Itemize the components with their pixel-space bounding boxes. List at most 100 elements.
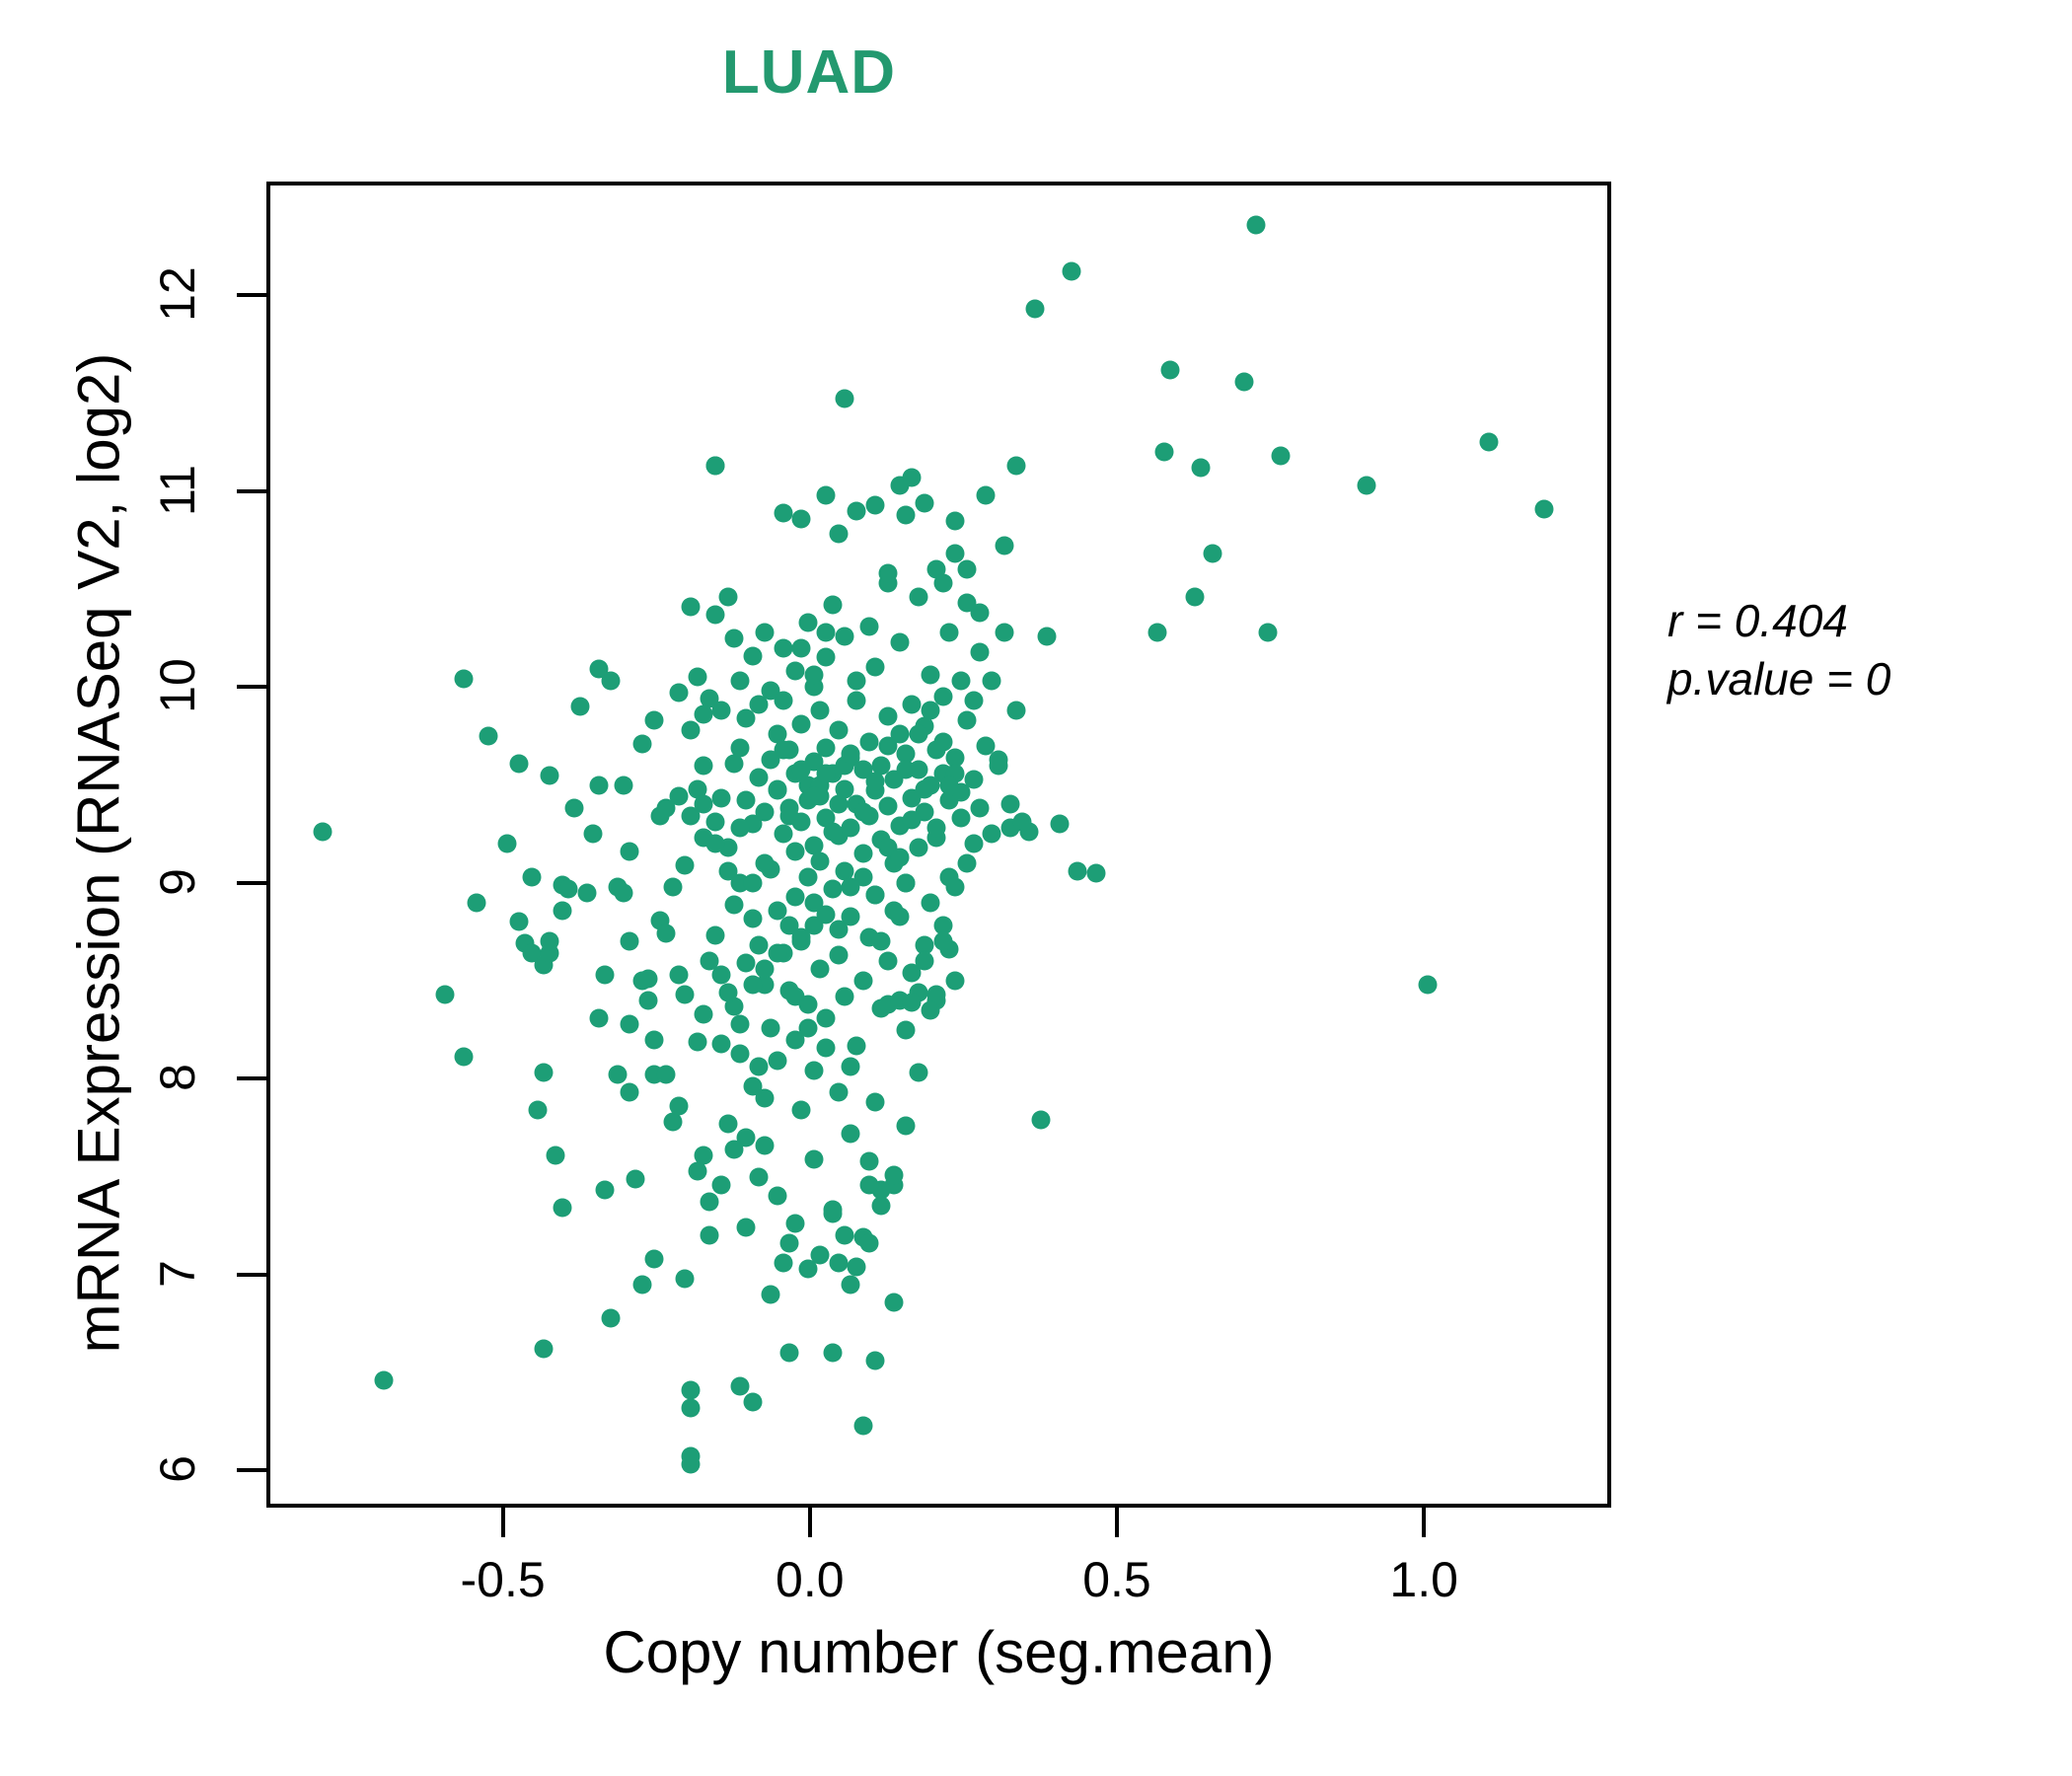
data-point	[724, 895, 744, 915]
x-tick-label: 0.0	[776, 1552, 845, 1607]
data-point	[896, 873, 916, 893]
y-tick-label: 6	[150, 1455, 205, 1484]
data-point	[835, 779, 854, 798]
data-point	[620, 1014, 639, 1034]
data-point	[945, 877, 965, 897]
data-point	[736, 1128, 756, 1147]
data-point	[835, 389, 854, 408]
data-point	[454, 669, 474, 689]
data-point	[688, 667, 707, 687]
data-point	[669, 683, 689, 703]
data-point	[534, 1063, 554, 1082]
y-axis-tick	[237, 293, 266, 298]
data-point	[743, 646, 763, 665]
data-point	[982, 824, 1001, 844]
data-point	[1050, 814, 1070, 834]
data-point	[768, 779, 786, 798]
data-point	[644, 710, 664, 730]
data-point	[865, 657, 885, 677]
data-point	[730, 1376, 750, 1396]
data-point	[589, 776, 609, 794]
data-point	[902, 810, 922, 830]
data-point	[841, 907, 860, 925]
data-point	[921, 893, 940, 913]
data-point	[711, 965, 731, 985]
data-point	[718, 1114, 738, 1134]
data-point	[711, 788, 731, 808]
data-point	[638, 991, 658, 1010]
data-point	[755, 802, 775, 822]
data-point	[779, 806, 799, 826]
data-point	[915, 935, 934, 955]
data-point	[871, 756, 891, 776]
data-point	[553, 1198, 572, 1218]
data-point	[982, 671, 1001, 691]
x-axis-tick	[500, 1508, 505, 1537]
data-point	[853, 971, 873, 991]
data-point	[847, 1257, 866, 1277]
data-point	[656, 1065, 676, 1084]
data-point	[718, 587, 738, 607]
data-point	[915, 493, 934, 513]
data-point	[945, 544, 965, 563]
y-axis-tick	[237, 488, 266, 493]
data-point	[853, 1416, 873, 1436]
data-point	[915, 951, 934, 971]
data-point	[785, 987, 805, 1006]
y-axis-tick	[237, 1272, 266, 1277]
data-point	[816, 764, 836, 783]
data-point	[749, 768, 769, 786]
data-point	[829, 1082, 849, 1102]
data-point	[804, 786, 824, 806]
data-point	[313, 822, 333, 842]
data-point	[534, 1339, 554, 1359]
data-point	[779, 1343, 799, 1363]
data-point	[1031, 1110, 1051, 1130]
data-point	[736, 953, 756, 973]
data-point	[749, 935, 769, 955]
data-point	[816, 647, 836, 667]
data-point	[841, 818, 860, 838]
data-point	[970, 603, 990, 623]
data-point	[626, 1169, 645, 1188]
data-point	[847, 1036, 866, 1055]
data-point	[933, 732, 952, 752]
data-point	[945, 748, 965, 768]
y-tick-label: 9	[150, 867, 205, 896]
data-point	[681, 1398, 701, 1418]
data-point	[700, 1192, 719, 1212]
data-point	[859, 617, 879, 636]
data-point	[577, 883, 596, 903]
data-point	[774, 691, 793, 710]
data-point	[804, 836, 824, 855]
data-point	[669, 786, 689, 806]
data-point	[823, 595, 842, 615]
data-point	[970, 798, 990, 818]
data-point	[902, 695, 922, 714]
data-point	[909, 838, 928, 857]
data-point	[595, 1180, 615, 1200]
data-point	[785, 1214, 805, 1233]
data-point	[933, 931, 952, 951]
data-point	[688, 1032, 707, 1051]
data-point	[951, 808, 971, 828]
data-point	[816, 738, 836, 758]
data-point	[736, 790, 756, 810]
data-point	[878, 796, 897, 816]
data-point	[878, 563, 897, 583]
data-point	[1086, 863, 1106, 883]
data-point	[791, 509, 811, 528]
data-point	[853, 802, 873, 822]
data-point	[509, 754, 529, 774]
data-point	[878, 951, 897, 971]
data-point	[761, 1285, 780, 1304]
data-point	[791, 714, 811, 734]
data-point	[774, 638, 793, 657]
data-point	[921, 701, 940, 720]
data-point	[705, 834, 725, 853]
data-point	[1006, 456, 1026, 476]
data-point	[823, 1200, 842, 1220]
data-point	[921, 665, 940, 685]
data-point	[804, 1061, 824, 1080]
